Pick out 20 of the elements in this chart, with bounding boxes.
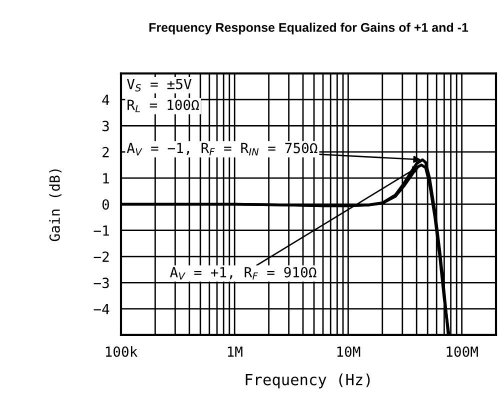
y-tick-label: 1: [103, 173, 109, 184]
y-axis-title: Gain (dB): [49, 169, 62, 242]
x-tick-label: 100M: [446, 346, 478, 357]
y-tick-label: −4: [94, 304, 110, 314]
x-axis-title: Frequency (Hz): [246, 374, 370, 388]
y-tick-label: −3: [94, 278, 109, 288]
annotation: A$_{V}$ = +1, R$_{F}$ = 910Ω: [170, 266, 316, 280]
x-tick-label: 100k: [106, 346, 138, 357]
annotation: A$_{V}$ = −1, R$_{F}$ = R$_{IN}$ = 750Ω: [126, 142, 318, 156]
y-tick-label: −1: [94, 226, 109, 236]
annotation: V$_{S}$ = ±5V: [127, 78, 192, 92]
x-tick-label: 1M: [228, 346, 242, 357]
y-tick-label: −2: [94, 252, 109, 262]
y-tick-label: 3: [102, 120, 109, 132]
y-tick-label: 0: [102, 199, 109, 210]
y-tick-label: 2: [102, 146, 109, 158]
annotation: R$_{L}$ = 100Ω: [128, 100, 199, 112]
y-tick-label: 4: [102, 94, 110, 105]
chart-title: Frequency Response Equalized for Gains of +1 and -1: [149, 22, 468, 34]
x-tick-label: 10M: [337, 346, 360, 357]
